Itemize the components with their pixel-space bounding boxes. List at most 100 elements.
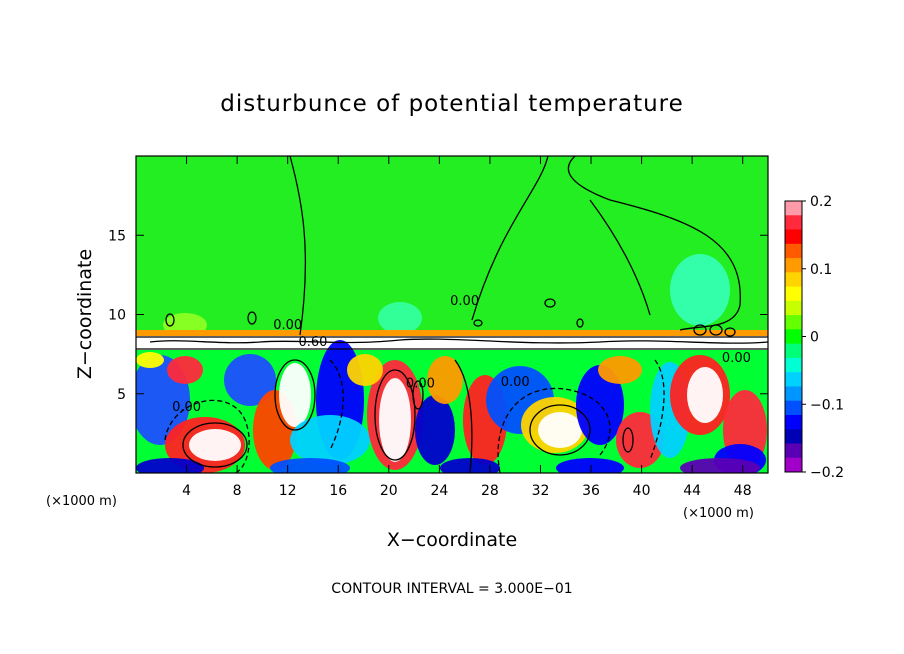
field-patch bbox=[279, 363, 311, 427]
field-patch bbox=[167, 356, 203, 384]
x-axis-ticks: 4 8 12 16 20 24 28 32 36 40 44 48 bbox=[182, 156, 752, 499]
y-tick-label: 5 bbox=[117, 387, 126, 403]
contour-loop bbox=[247, 311, 257, 325]
contour-labels: 0.00 0.00 0.60 0.00 0.00 0.00 0.00 bbox=[172, 294, 751, 415]
field-patch bbox=[556, 458, 624, 473]
chart-title: disturbunce of potential temperature bbox=[220, 91, 684, 117]
field-patch bbox=[379, 378, 411, 462]
colorbar-swatch bbox=[785, 329, 802, 345]
contour-interval-note: CONTOUR INTERVAL = 3.000E−01 bbox=[331, 581, 572, 597]
contour-loop bbox=[274, 359, 316, 431]
colorbar-labels: 0.2 0.1 0 −0.1 −0.2 bbox=[802, 194, 844, 481]
field-patch bbox=[427, 356, 463, 404]
field-patch bbox=[440, 458, 500, 473]
contour-loop bbox=[724, 327, 736, 337]
y-tick-label: 15 bbox=[108, 228, 126, 244]
contour-lines bbox=[136, 156, 768, 473]
contour-line bbox=[149, 338, 768, 344]
field-patch bbox=[687, 367, 723, 423]
colorbar-tick-label: 0.2 bbox=[810, 194, 832, 210]
contour-label: 0.00 bbox=[406, 376, 435, 391]
contour-line bbox=[289, 156, 307, 336]
x-unit-right: (×1000 m) bbox=[683, 506, 754, 521]
field-patch bbox=[136, 352, 164, 368]
x-tick-label: 16 bbox=[329, 483, 347, 499]
field-patch bbox=[224, 354, 276, 406]
contour-loop bbox=[473, 319, 483, 327]
plot-area: 0.00 0.00 0.60 0.00 0.00 0.00 0.00 bbox=[136, 156, 768, 473]
x-unit-left: (×1000 m) bbox=[46, 494, 117, 509]
contour-label: 0.00 bbox=[273, 318, 302, 333]
colorbar-tick-label: 0 bbox=[810, 330, 819, 346]
colorbar-swatch bbox=[785, 286, 802, 302]
x-tick-label: 32 bbox=[532, 483, 550, 499]
contour-loop bbox=[412, 380, 424, 410]
contour-loop bbox=[165, 313, 175, 327]
x-tick-label: 8 bbox=[233, 483, 242, 499]
colorbar-swatch bbox=[785, 372, 802, 387]
contour-line bbox=[471, 156, 549, 321]
contour-loop bbox=[544, 298, 556, 308]
contour-loop bbox=[693, 324, 707, 336]
field-patch bbox=[598, 356, 642, 384]
contour-loop bbox=[182, 422, 248, 468]
x-tick-label: 36 bbox=[582, 483, 600, 499]
field-patch bbox=[290, 415, 370, 465]
contour-line bbox=[589, 199, 651, 316]
x-tick-label: 40 bbox=[633, 483, 651, 499]
contour-line bbox=[454, 359, 473, 473]
field-patch bbox=[538, 412, 582, 448]
contour-line bbox=[649, 359, 665, 461]
contour-loop bbox=[622, 427, 634, 453]
interface-band bbox=[136, 330, 768, 336]
colorbar-swatch bbox=[785, 400, 802, 416]
contour-label: 0.00 bbox=[450, 294, 479, 309]
x-tick-label: 24 bbox=[430, 483, 448, 499]
contour-line bbox=[567, 156, 741, 331]
contour-loop bbox=[374, 369, 416, 461]
x-tick-label: 4 bbox=[182, 483, 191, 499]
contour-loop bbox=[576, 318, 584, 328]
upper-cyan-patch bbox=[378, 302, 422, 334]
x-axis-label: X−coordinate bbox=[387, 529, 517, 551]
contour-label: 0.60 bbox=[298, 335, 327, 350]
colorbar-tick-label: −0.1 bbox=[810, 397, 844, 413]
colorbar-swatch bbox=[785, 258, 802, 273]
colorbar-swatch bbox=[785, 315, 802, 330]
colorbar-swatch bbox=[785, 386, 802, 402]
field-patch bbox=[576, 365, 624, 445]
colorbar bbox=[785, 201, 802, 473]
interface-white-band bbox=[136, 336, 768, 350]
y-axis-ticks: 5 10 15 bbox=[108, 228, 768, 403]
colorbar-swatch bbox=[785, 300, 802, 316]
colorbar-swatch bbox=[785, 357, 802, 373]
contour-label: 0.00 bbox=[501, 375, 530, 390]
colorbar-swatch bbox=[785, 443, 802, 459]
x-tick-label: 20 bbox=[380, 483, 398, 499]
colorbar-tick-label: −0.2 bbox=[810, 465, 844, 481]
colorbar-swatch bbox=[785, 215, 802, 231]
x-tick-label: 48 bbox=[734, 483, 752, 499]
colorbar-swatch bbox=[785, 201, 802, 216]
field-patch bbox=[680, 458, 760, 473]
field-patch bbox=[270, 458, 350, 473]
colorbar-swatch bbox=[785, 229, 802, 245]
y-axis-label: Z−coordinate bbox=[74, 249, 96, 379]
colorbar-swatch bbox=[785, 243, 802, 259]
contour-loop bbox=[709, 324, 723, 336]
lower-turbulent-layer bbox=[136, 340, 768, 473]
colorbar-swatch bbox=[785, 343, 802, 359]
contour-label: 0.00 bbox=[722, 351, 751, 366]
contour-line bbox=[329, 359, 344, 451]
contour-loop bbox=[529, 404, 591, 456]
colorbar-swatch bbox=[785, 457, 802, 473]
colorbar-tick-label: 0.1 bbox=[810, 262, 832, 278]
field-patch bbox=[347, 354, 383, 386]
x-tick-label: 44 bbox=[683, 483, 701, 499]
colorbar-swatch bbox=[785, 414, 802, 430]
field-patch bbox=[189, 429, 241, 461]
y-tick-label: 10 bbox=[108, 308, 126, 324]
field-patch bbox=[415, 395, 455, 465]
colorbar-swatch bbox=[785, 429, 802, 444]
